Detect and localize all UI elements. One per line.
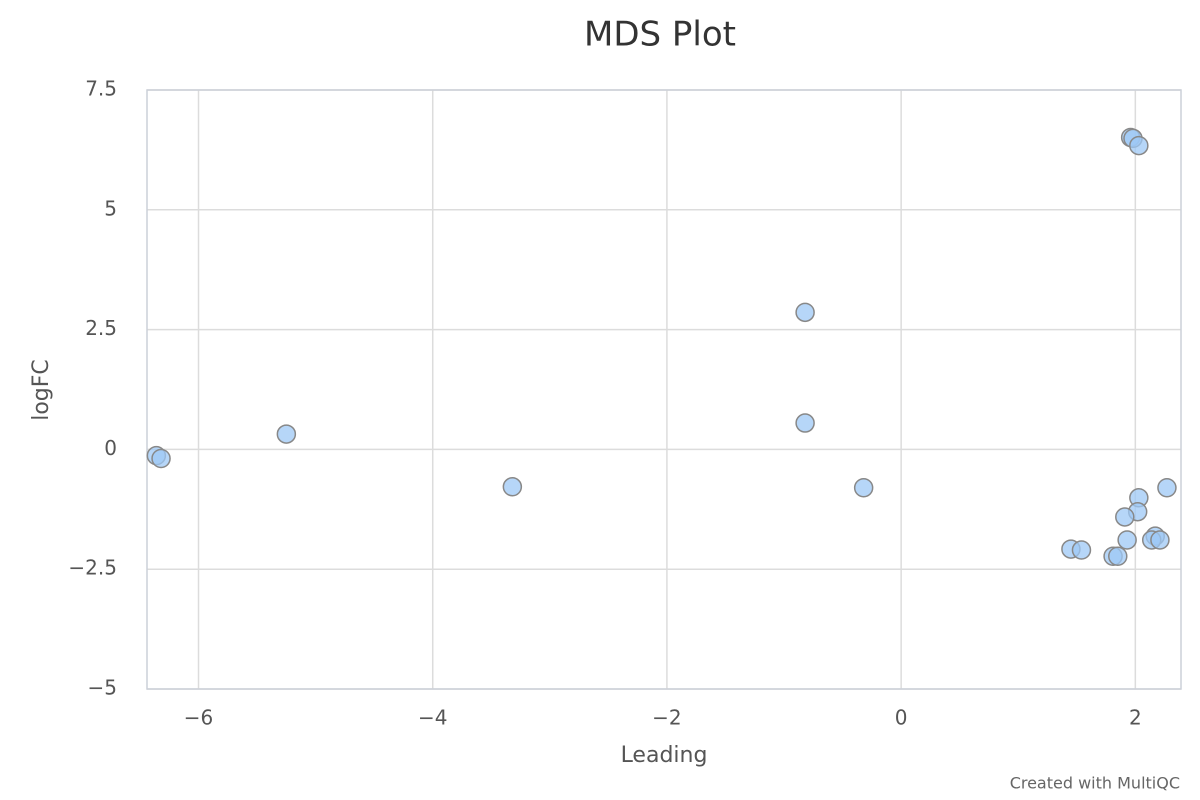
y-tick-label: 5 [104,196,117,220]
point [502,477,523,497]
x-tick-label: 0 [895,706,908,730]
x-tick-label: −2 [652,706,681,730]
x-tick-label: −4 [418,706,447,730]
point [1108,546,1128,567]
chart-title: MDS Plot [584,15,736,55]
point [151,448,171,469]
point [1117,530,1137,550]
x-tick-label: 2 [1129,706,1142,730]
point [1150,530,1170,550]
x-tick-label: −6 [184,706,213,730]
y-axis-label: logFC [29,359,54,421]
point [795,302,815,323]
x-axis-label: Leading [621,743,708,768]
point [795,413,815,433]
y-tick-label: 0 [104,436,117,460]
point [1071,540,1092,560]
y-tick-label: 2.5 [85,316,117,340]
credit: Created with MultiQC [1010,774,1180,793]
point [1157,477,1177,498]
point [1129,135,1149,156]
y-tick-label: −5 [88,676,117,700]
y-tick-label: 7.5 [85,77,117,101]
point [853,477,874,498]
point [276,424,297,444]
plot-border [146,89,1182,690]
y-tick-label: −2.5 [68,556,117,580]
point [1115,507,1135,527]
